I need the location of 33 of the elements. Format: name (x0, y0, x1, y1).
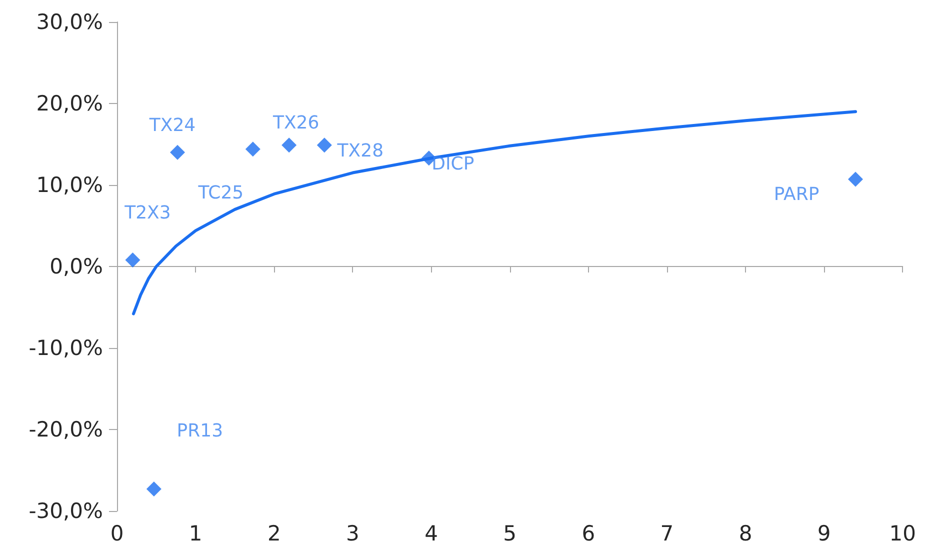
y-tick-label: 10,0% (36, 173, 103, 197)
point (316, 138, 332, 153)
y-tick-label: 30,0% (36, 10, 103, 34)
annotation: DICP (432, 154, 474, 175)
x-tick-label: 9 (817, 522, 831, 546)
y-tick-label: -20,0% (28, 418, 103, 442)
point (125, 252, 140, 268)
x-tick-label: 3 (346, 522, 360, 546)
annotation: TX28 (336, 140, 384, 162)
x-tick-label: 1 (188, 522, 202, 546)
x-tick-label: 6 (582, 522, 596, 546)
point (848, 172, 863, 187)
x-tick-label: 5 (503, 522, 517, 546)
x-tick-label: 8 (738, 522, 752, 546)
y-tick-label: -10,0% (28, 336, 103, 360)
y-tick-label: -30,0% (28, 499, 103, 523)
x-tick-label: 4 (424, 522, 438, 546)
y-tick-label: 20,0% (36, 92, 103, 116)
x-tick-label: 10 (889, 522, 916, 546)
annotation: TX26 (272, 112, 320, 134)
annotation: T2X3 (124, 202, 171, 224)
point (170, 144, 185, 160)
annotation: TC25 (197, 182, 244, 204)
point (146, 481, 162, 496)
annotation: PARP (774, 184, 820, 205)
annotation: PR13 (176, 420, 224, 442)
x-tick-label: 7 (660, 522, 674, 546)
y-tick-label: 0,0% (50, 254, 103, 278)
x-tick-label: 2 (267, 522, 281, 546)
annotation: TX24 (148, 114, 196, 136)
point (245, 142, 260, 157)
point (282, 138, 297, 153)
x-tick-label: 0 (110, 522, 124, 546)
